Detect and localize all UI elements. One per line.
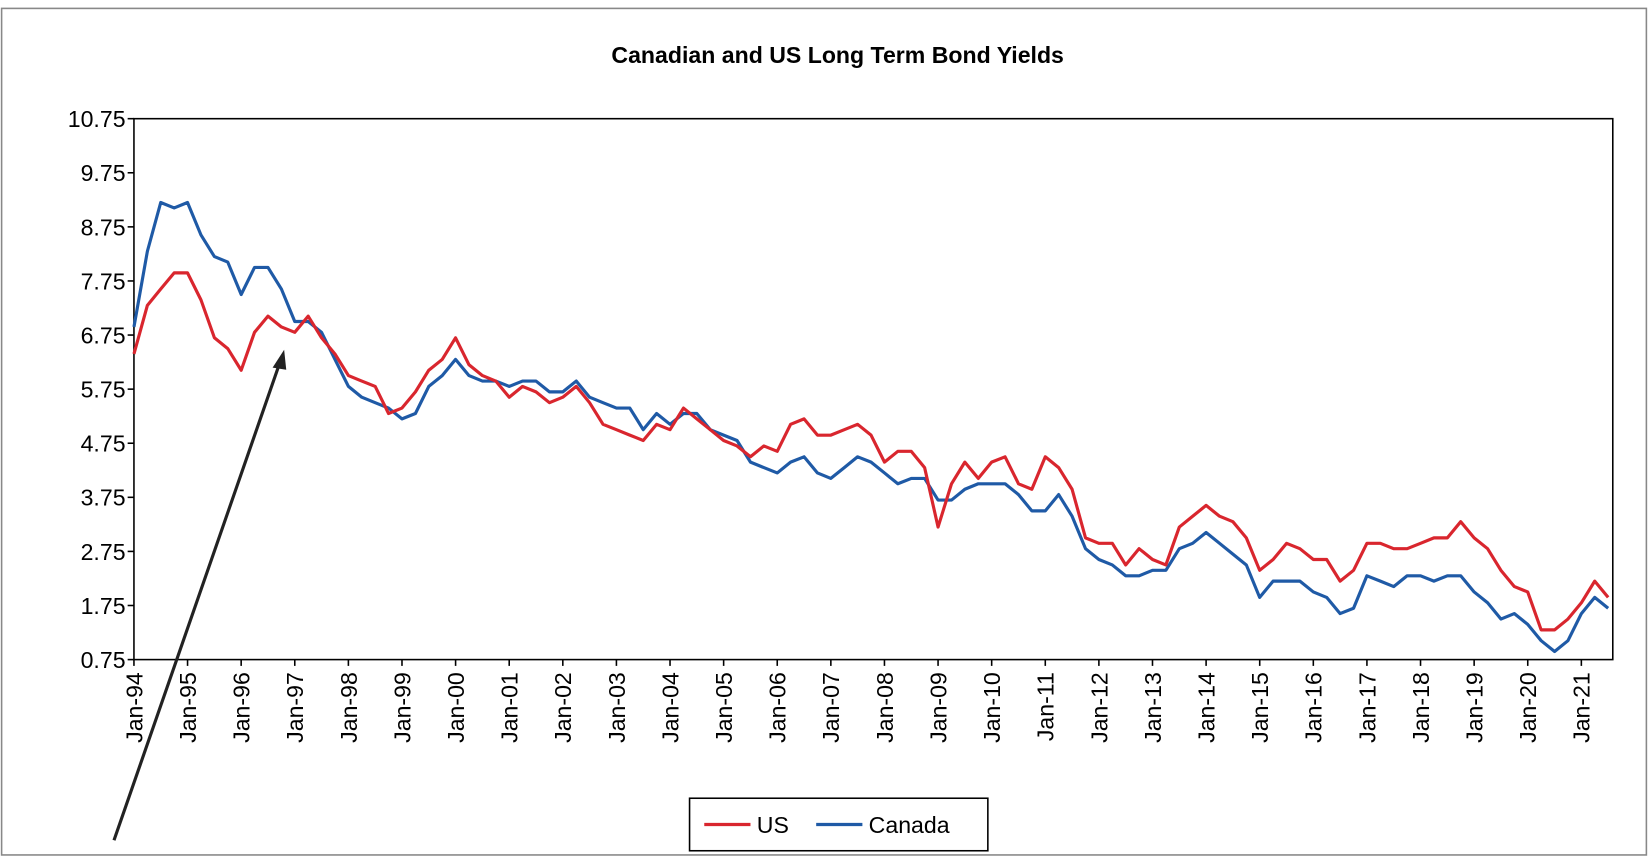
x-tick-label: Jan-10 bbox=[979, 672, 1005, 743]
x-tick-label: Jan-94 bbox=[121, 672, 147, 743]
y-tick-label: 9.75 bbox=[81, 160, 126, 186]
plot-area bbox=[133, 117, 1614, 661]
y-tick-label: 4.75 bbox=[81, 431, 126, 457]
x-tick-label: Jan-07 bbox=[818, 672, 844, 743]
x-tick-label: Jan-06 bbox=[765, 672, 791, 743]
y-tick-label: 0.75 bbox=[81, 647, 126, 673]
chart-title: Canadian and US Long Term Bond Yields bbox=[611, 42, 1064, 68]
x-tick-label: Jan-09 bbox=[925, 672, 951, 743]
x-tick-label: Jan-20 bbox=[1515, 672, 1541, 743]
x-tick-label: Jan-17 bbox=[1354, 672, 1380, 743]
x-tick-label: Jan-12 bbox=[1086, 672, 1112, 743]
y-tick-label: 2.75 bbox=[81, 539, 126, 565]
x-tick-label: Jan-02 bbox=[550, 672, 576, 743]
x-tick-label: Jan-04 bbox=[657, 672, 683, 743]
x-tick-label: Jan-18 bbox=[1408, 672, 1434, 743]
y-tick-label: 8.75 bbox=[81, 214, 126, 240]
x-tick-label: Jan-95 bbox=[175, 672, 201, 743]
x-tick-label: Jan-08 bbox=[872, 672, 898, 743]
y-tick-label: 10.75 bbox=[68, 106, 126, 132]
chart-frame bbox=[0, 7, 1648, 856]
y-tick-label: 1.75 bbox=[81, 593, 126, 619]
x-tick-label: Jan-98 bbox=[336, 672, 362, 743]
arrow-head bbox=[272, 349, 287, 370]
x-tick-label: Jan-03 bbox=[604, 672, 630, 743]
series-line bbox=[132, 200, 1610, 654]
y-tick-label: 7.75 bbox=[81, 268, 126, 294]
y-tick-label: 6.75 bbox=[81, 322, 126, 348]
x-tick-label: Jan-15 bbox=[1247, 672, 1273, 743]
legend-label: US bbox=[757, 812, 789, 838]
y-tick-label: 5.75 bbox=[81, 377, 126, 403]
x-tick-label: Jan-11 bbox=[1033, 672, 1059, 741]
x-tick-label: Jan-99 bbox=[389, 672, 415, 743]
series-line bbox=[132, 271, 1610, 632]
y-tick-label: 3.75 bbox=[81, 485, 126, 511]
x-tick-label: Jan-21 bbox=[1569, 672, 1595, 743]
x-tick-label: Jan-01 bbox=[497, 672, 523, 743]
legend-items: US Canada bbox=[704, 812, 950, 838]
x-tick-label: Jan-19 bbox=[1462, 672, 1488, 743]
x-tick-label: Jan-05 bbox=[711, 672, 737, 743]
x-tick-label: Jan-00 bbox=[443, 672, 469, 743]
annotation-arrow bbox=[112, 361, 282, 841]
x-tick-label: Jan-97 bbox=[282, 672, 308, 743]
x-tick-label: Jan-13 bbox=[1140, 672, 1166, 743]
x-tick-label: Jan-14 bbox=[1194, 672, 1220, 743]
legend-label: Canada bbox=[869, 812, 950, 838]
x-tick-label: Jan-96 bbox=[229, 672, 255, 743]
x-tick-label: Jan-16 bbox=[1301, 672, 1327, 743]
